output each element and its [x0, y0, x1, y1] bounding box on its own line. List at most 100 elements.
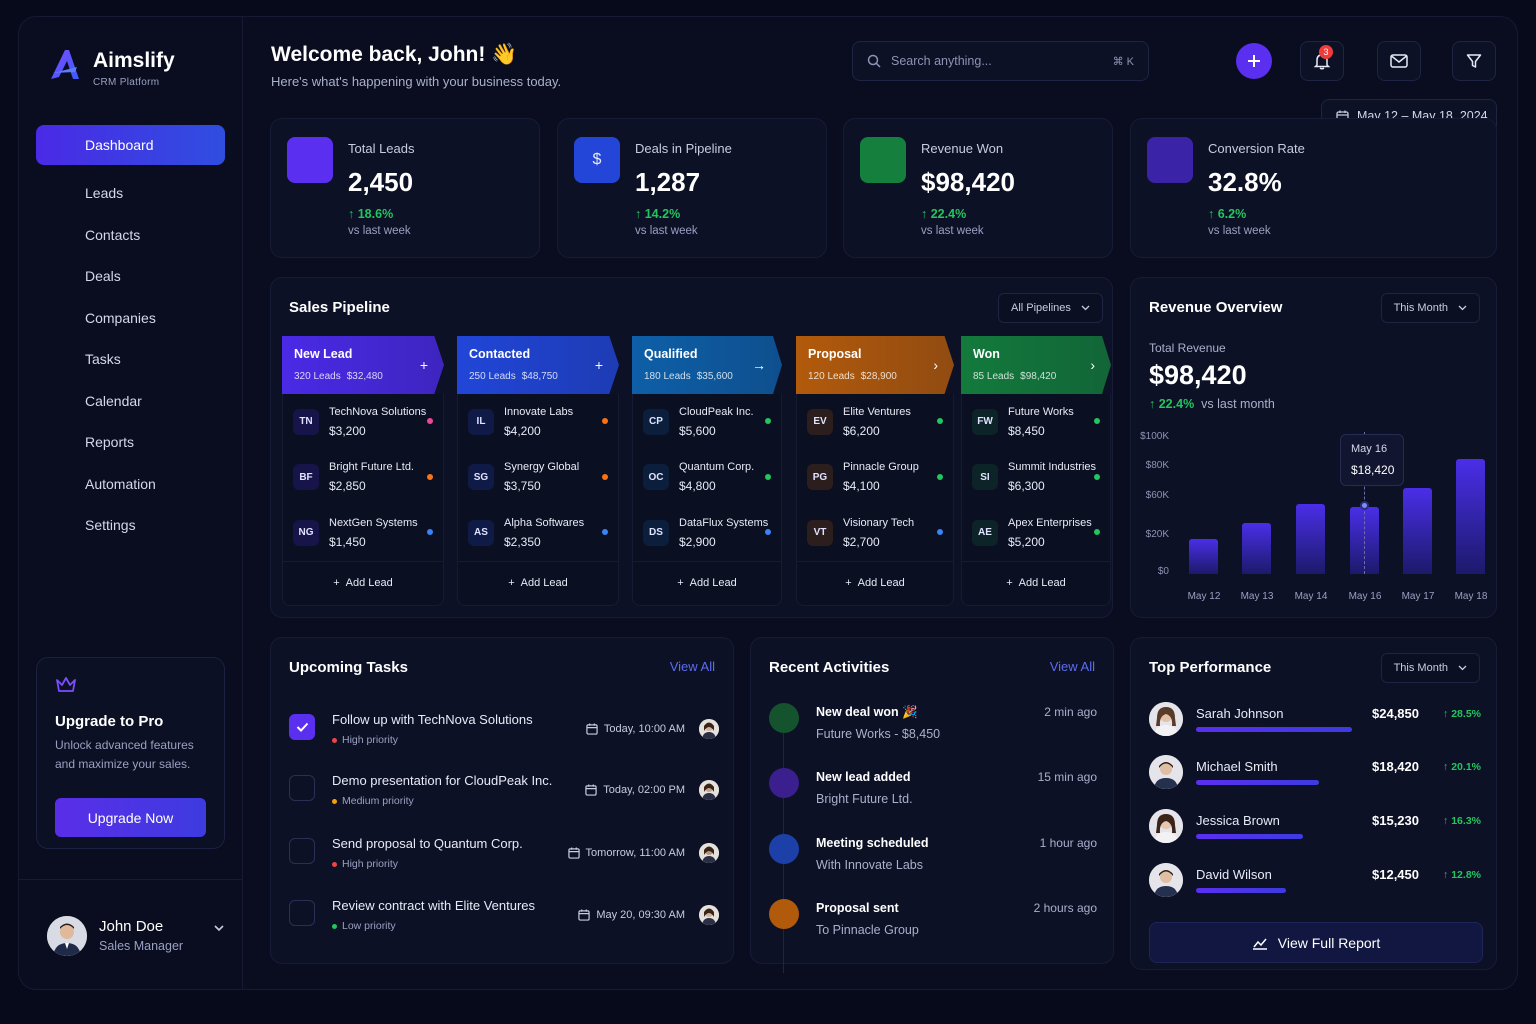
- task-priority: Low priority: [332, 920, 396, 932]
- pipeline-lead-card[interactable]: VT Visionary Tech $2,700: [797, 505, 953, 561]
- pipeline-lead-card[interactable]: EV Elite Ventures $6,200: [797, 394, 953, 450]
- add-lead-button[interactable]: + Add Lead: [962, 560, 1110, 605]
- task-checkbox[interactable]: [289, 900, 315, 926]
- sidebar-item-companies[interactable]: Companies: [36, 298, 225, 338]
- sidebar-item-calendar[interactable]: Calendar: [36, 381, 225, 421]
- sidebar-item-settings[interactable]: Settings: [36, 505, 225, 545]
- pipeline-lead-card[interactable]: SG Synergy Global $3,750: [458, 450, 618, 506]
- revenue-bar[interactable]: [1242, 523, 1271, 574]
- activity-icon-badge: [769, 703, 799, 733]
- sidebar-item-tasks[interactable]: Tasks: [36, 339, 225, 379]
- column-action-icon[interactable]: →: [752, 357, 766, 373]
- sidebar-item-dashboard[interactable]: Dashboard: [36, 125, 225, 165]
- pipeline-column-header[interactable]: Won 85 Leads $98,420 ›: [961, 336, 1111, 394]
- tasks-view-all-link[interactable]: View All: [669, 659, 715, 674]
- dollar-circle-icon: $: [593, 151, 602, 169]
- stat-label: Deals in Pipeline: [635, 141, 732, 156]
- pipeline-lead-card[interactable]: PG Pinnacle Group $4,100: [797, 450, 953, 506]
- lead-name: Quantum Corp.: [679, 461, 755, 474]
- stat-card-deals-in-pipeline: $ Deals in Pipeline 1,287 ↑ 14.2% vs last we…: [557, 118, 827, 258]
- sidebar-item-label: Settings: [85, 517, 136, 533]
- pipeline-lead-card[interactable]: DS DataFlux Systems $2,900: [633, 505, 781, 561]
- upgrade-now-button[interactable]: Upgrade Now: [55, 798, 206, 837]
- sidebar-item-deals[interactable]: Deals: [36, 256, 225, 296]
- top-performance-card: Top Performance This Month Sarah Johnson…: [1130, 637, 1497, 970]
- pipeline-column-header[interactable]: New Lead 320 Leads $32,480 +: [282, 336, 444, 394]
- task-item[interactable]: Send proposal to Quantum Corp. High prior…: [289, 830, 719, 880]
- task-item[interactable]: Follow up with TechNova Solutions High pr…: [289, 706, 719, 756]
- notifications-button[interactable]: 3: [1300, 41, 1344, 81]
- add-lead-button[interactable]: + Add Lead: [283, 560, 443, 605]
- pipeline-column-header[interactable]: Contacted 250 Leads $48,750 +: [457, 336, 619, 394]
- add-lead-button[interactable]: + Add Lead: [797, 560, 953, 605]
- calendar-icon: [578, 909, 591, 921]
- task-checkbox[interactable]: [289, 714, 315, 740]
- performer-value: $15,230: [1372, 813, 1419, 828]
- pipeline-filter-dropdown[interactable]: All Pipelines: [998, 293, 1103, 323]
- pipeline-lead-card[interactable]: OC Quantum Corp. $4,800: [633, 450, 781, 506]
- task-due: Today, 10:00 AM: [586, 719, 719, 739]
- calendar-icon: [586, 723, 598, 735]
- upcoming-tasks-card: Upcoming Tasks View All Follow up with T…: [270, 637, 734, 964]
- pipeline-lead-card[interactable]: SI Summit Industries $6,300: [962, 450, 1110, 506]
- assignee-avatar: [699, 843, 719, 863]
- activity-item[interactable]: New deal won 🎉 Future Works - $8,450 2 min…: [769, 703, 1097, 763]
- sidebar-item-contacts[interactable]: Contacts: [36, 215, 225, 255]
- activities-view-all-link[interactable]: View All: [1049, 659, 1095, 674]
- performer-progress-bar: [1196, 727, 1352, 732]
- column-value: $48,750: [521, 371, 558, 382]
- activity-subtitle: With Innovate Labs: [816, 858, 924, 872]
- add-button[interactable]: [1236, 43, 1272, 79]
- column-meta: 120 Leads $28,900: [808, 371, 942, 382]
- pipeline-lead-card[interactable]: FW Future Works $8,450: [962, 394, 1110, 450]
- sidebar-item-automation[interactable]: Automation: [36, 464, 225, 504]
- revenue-bar[interactable]: [1403, 488, 1432, 574]
- task-checkbox[interactable]: [289, 775, 315, 801]
- sidebar-item-leads[interactable]: Leads: [36, 173, 225, 213]
- lead-amount: $6,300: [1008, 479, 1045, 494]
- task-item[interactable]: Demo presentation for CloudPeak Inc. Medi…: [289, 767, 719, 817]
- performance-period-dropdown[interactable]: This Month: [1380, 653, 1480, 683]
- pipeline-lead-card[interactable]: NG NextGen Systems $1,450: [283, 505, 443, 561]
- activity-item[interactable]: Proposal sent To Pinnacle Group 2 hours ag…: [769, 899, 1097, 959]
- task-item[interactable]: Review contract with Elite Ventures Low p…: [289, 892, 719, 942]
- performer-row[interactable]: Jessica Brown $15,230 ↑ 16.3%: [1149, 809, 1483, 849]
- chevron-down-icon[interactable]: [213, 924, 225, 932]
- search-input[interactable]: Search anything... ⌘ K: [852, 41, 1149, 81]
- column-action-icon[interactable]: ›: [933, 357, 938, 373]
- pipeline-lead-card[interactable]: IL Innovate Labs $4,200: [458, 394, 618, 450]
- activity-item[interactable]: New lead added Bright Future Ltd. 15 min a…: [769, 768, 1097, 828]
- pipeline-lead-card[interactable]: BF Bright Future Ltd. $2,850: [283, 450, 443, 506]
- performer-row[interactable]: Michael Smith $18,420 ↑ 20.1%: [1149, 755, 1483, 795]
- performer-row[interactable]: Sarah Johnson $24,850 ↑ 28.5%: [1149, 702, 1483, 742]
- pipeline-lead-card[interactable]: CP CloudPeak Inc. $5,600: [633, 394, 781, 450]
- column-action-icon[interactable]: ›: [1090, 357, 1095, 373]
- pipeline-lead-card[interactable]: AS Alpha Softwares $2,350: [458, 505, 618, 561]
- add-lead-button[interactable]: + Add Lead: [633, 560, 781, 605]
- page-subtitle: Here's what's happening with your busine…: [271, 74, 562, 89]
- brand-logo[interactable]: Aimslify CRM Platform: [47, 47, 175, 88]
- pipeline-lead-card[interactable]: TN TechNova Solutions $3,200: [283, 394, 443, 450]
- pipeline-column-header[interactable]: Proposal 120 Leads $28,900 ›: [796, 336, 954, 394]
- column-action-icon[interactable]: +: [419, 357, 428, 373]
- revenue-period-label: This Month: [1393, 302, 1448, 314]
- pipeline-lead-card[interactable]: AE Apex Enterprises $5,200: [962, 505, 1110, 561]
- filter-button[interactable]: [1452, 41, 1496, 81]
- user-profile[interactable]: John Doe Sales Manager: [19, 879, 243, 989]
- activity-item[interactable]: Meeting scheduled With Innovate Labs 1 hou…: [769, 834, 1097, 894]
- task-checkbox[interactable]: [289, 838, 315, 864]
- performer-row[interactable]: David Wilson $12,450 ↑ 12.8%: [1149, 863, 1483, 903]
- revenue-bar[interactable]: [1456, 459, 1485, 574]
- sidebar-item-reports[interactable]: Reports: [36, 422, 225, 462]
- column-action-icon[interactable]: +: [594, 357, 603, 373]
- messages-button[interactable]: [1377, 41, 1421, 81]
- revenue-bar[interactable]: [1189, 539, 1218, 574]
- add-lead-button[interactable]: + Add Lead: [458, 560, 618, 605]
- stat-vs-label: vs last week: [1208, 225, 1271, 237]
- revenue-period-dropdown[interactable]: This Month: [1380, 293, 1480, 323]
- task-priority-label: Medium priority: [342, 795, 414, 807]
- view-full-report-button[interactable]: View Full Report: [1149, 922, 1483, 963]
- revenue-bar[interactable]: [1296, 504, 1325, 574]
- pipeline-column-header[interactable]: Qualified 180 Leads $35,600 →: [632, 336, 782, 394]
- sidebar-item-label: Dashboard: [85, 137, 154, 153]
